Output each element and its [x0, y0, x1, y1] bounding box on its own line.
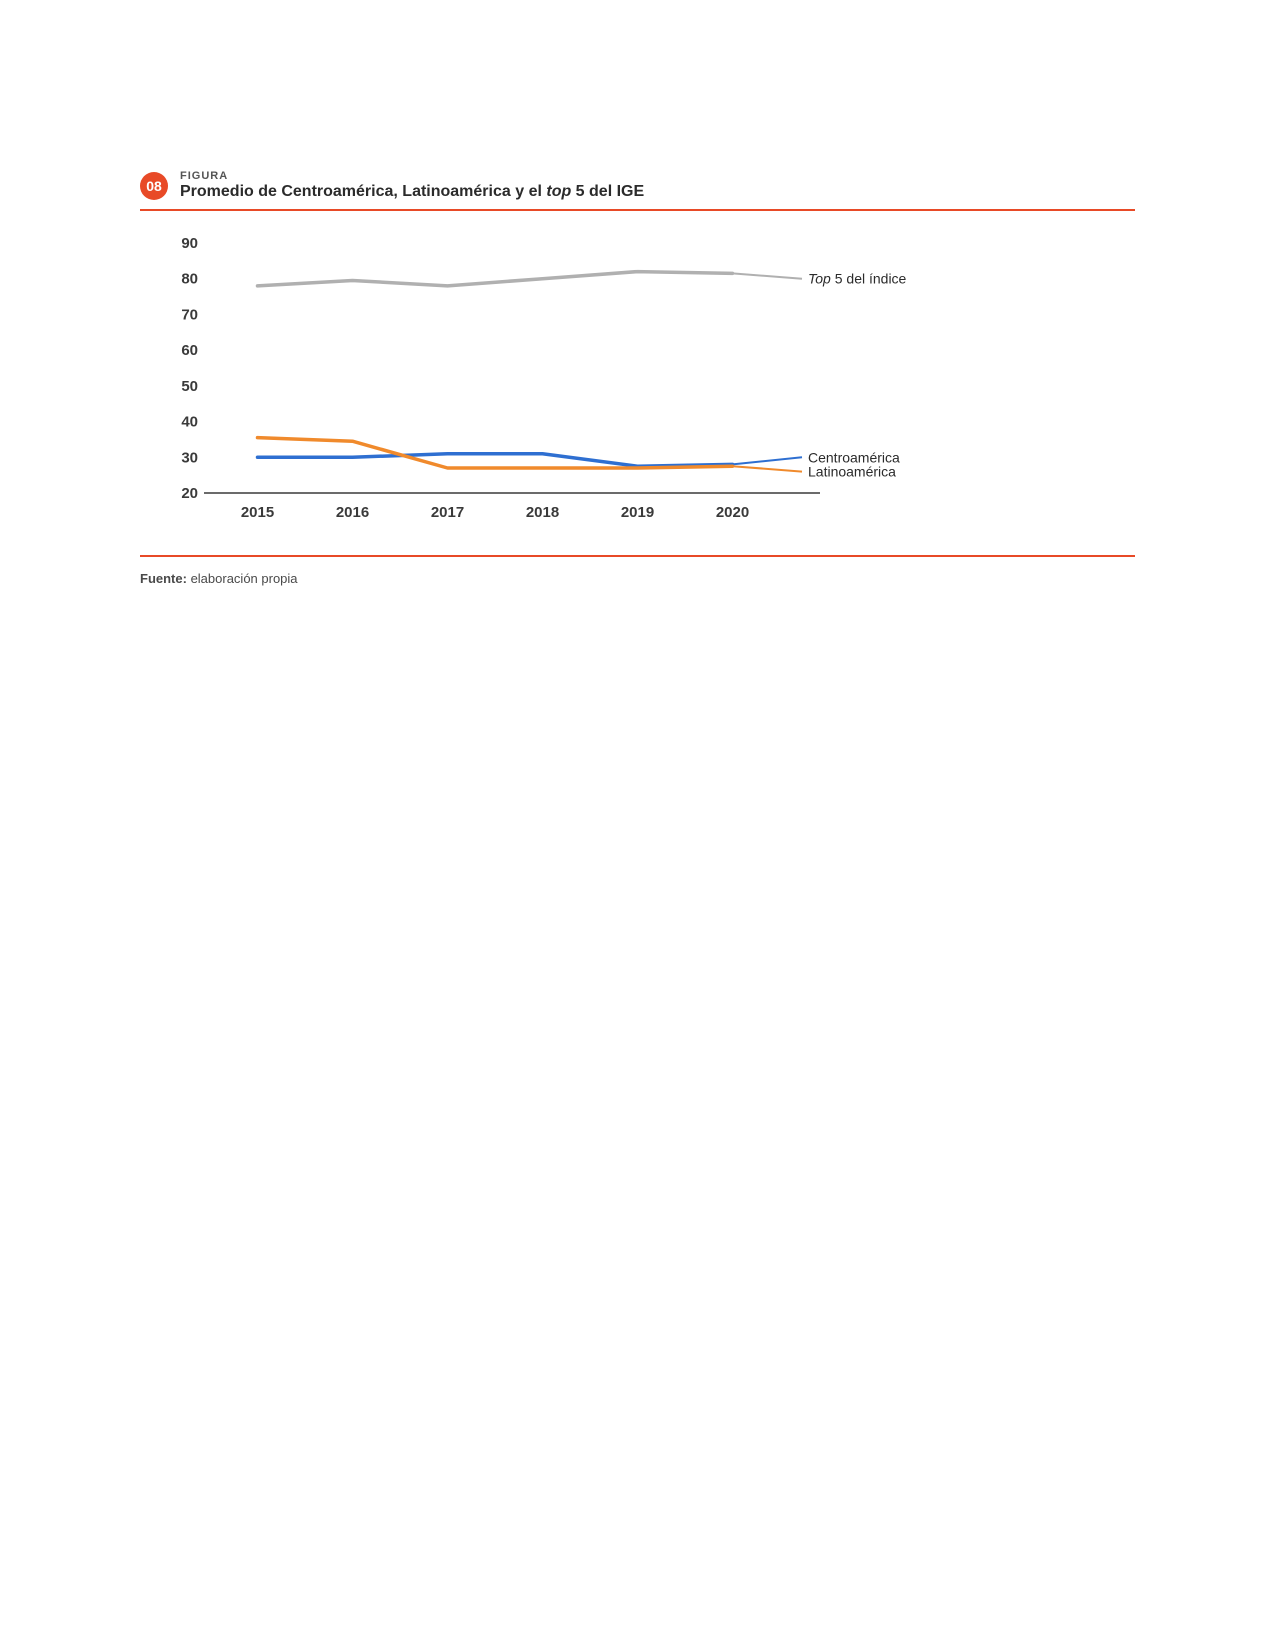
chart-container: 20 30 40 50 60 70 80 90 2015 2016 2017 2018 2019 2020…: [140, 233, 1135, 533]
figure-header: 08 FIGURA Promedio de Centroamérica, Lat…: [140, 170, 1135, 201]
figure-title-post: 5 del IGE: [571, 183, 644, 200]
figure-number-badge: 08: [140, 172, 168, 200]
figure-kicker: FIGURA: [180, 170, 644, 183]
y-tick-label: 20: [181, 485, 198, 502]
top-rule: [140, 209, 1135, 211]
series-top5-label: Top 5 del índice: [808, 271, 907, 287]
figure-labels: FIGURA Promedio de Centroamérica, Latino…: [180, 170, 644, 201]
x-tick-label: 2018: [526, 504, 559, 521]
source-line: Fuente: elaboración propia: [140, 571, 1135, 586]
page: 08 FIGURA Promedio de Centroamérica, Lat…: [0, 0, 1275, 1651]
y-tick-label: 30: [181, 449, 198, 466]
x-tick-label: 2017: [431, 504, 464, 521]
series-top5: [258, 272, 733, 286]
series-centro-leader: [733, 457, 803, 464]
series-centro: [258, 454, 733, 467]
x-tick-label: 2019: [621, 504, 654, 521]
source-text: elaboración propia: [187, 571, 298, 586]
y-tick-label: 80: [181, 271, 198, 288]
series-top5-leader: [733, 273, 803, 278]
bottom-rule: [140, 555, 1135, 557]
figure-title-pre: Promedio de Centroamérica, Latinoamérica…: [180, 183, 546, 200]
series-latam-leader: [733, 466, 803, 471]
y-tick-label: 40: [181, 414, 198, 431]
y-tick-label: 50: [181, 378, 198, 395]
series-latam-label: Latinoamérica: [808, 464, 896, 480]
figure-title-ital: top: [546, 183, 571, 200]
y-tick-label: 70: [181, 306, 198, 323]
x-tick-label: 2016: [336, 504, 369, 521]
figure-title: Promedio de Centroamérica, Latinoamérica…: [180, 183, 644, 201]
line-chart: 20 30 40 50 60 70 80 90 2015 2016 2017 2018 2019 2020…: [140, 233, 960, 533]
y-tick-label: 60: [181, 342, 198, 359]
x-tick-label: 2020: [716, 504, 749, 521]
x-tick-label: 2015: [241, 504, 274, 521]
y-tick-label: 90: [181, 235, 198, 252]
source-label: Fuente:: [140, 571, 187, 586]
